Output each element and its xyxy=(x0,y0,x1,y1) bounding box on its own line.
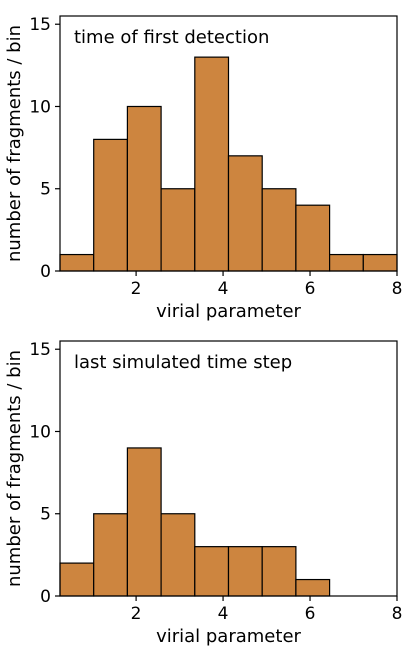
histogram-bar xyxy=(227,546,263,597)
y-tick-label: 0 xyxy=(40,262,51,282)
histogram-bar xyxy=(93,513,128,597)
x-tick-label: 8 xyxy=(392,604,403,624)
y-tick-label: 10 xyxy=(29,422,51,442)
x-tick-label: 2 xyxy=(131,604,142,624)
x-tick-label: 6 xyxy=(305,604,316,624)
plot-frame xyxy=(59,340,398,597)
x-axis-label: virial parameter xyxy=(156,626,301,647)
y-tick-label: 15 xyxy=(29,15,51,35)
histogram-panel-1: 2 4 6 8 0 5 10 15 virial parameter number of frag… xyxy=(4,15,402,322)
histogram-bar xyxy=(295,578,331,597)
y-axis-label: number of fragments / bin xyxy=(4,25,25,262)
x-tick-label: 4 xyxy=(218,604,229,624)
x-tick-label: 4 xyxy=(218,279,229,299)
histogram-bar xyxy=(126,447,162,597)
plot-frame xyxy=(59,15,398,272)
histogram-bar xyxy=(59,253,95,272)
histogram-bar xyxy=(362,253,398,272)
histogram-bar xyxy=(126,105,162,272)
y-axis-label: number of fragments / bin xyxy=(4,350,25,587)
panel-title: last simulated time step xyxy=(74,352,292,373)
histogram-bar xyxy=(160,188,196,272)
x-tick-label: 8 xyxy=(392,279,403,299)
y-tick-label: 0 xyxy=(40,587,51,607)
histogram-bar xyxy=(93,138,128,272)
x-tick-label: 2 xyxy=(131,279,142,299)
panel-title: time of first detection xyxy=(74,27,269,48)
histogram-bar xyxy=(261,546,297,597)
histogram-bar xyxy=(227,155,263,272)
y-tick-label: 5 xyxy=(40,180,51,200)
histogram-bar xyxy=(329,253,364,272)
y-tick-label: 15 xyxy=(29,340,51,360)
histogram-bar xyxy=(295,204,331,272)
histogram-bar xyxy=(194,56,230,272)
histogram-bar xyxy=(261,188,297,272)
histogram-panel-2: 2 4 6 8 0 5 10 15 virial parameter number of frag… xyxy=(4,340,402,647)
histogram-bar xyxy=(194,546,230,597)
x-axis-label: virial parameter xyxy=(156,301,301,322)
histogram-bar xyxy=(160,513,196,597)
x-tick-label: 6 xyxy=(305,279,316,299)
y-tick-label: 5 xyxy=(40,505,51,525)
histogram-bar xyxy=(59,562,95,597)
y-tick-label: 10 xyxy=(29,97,51,117)
